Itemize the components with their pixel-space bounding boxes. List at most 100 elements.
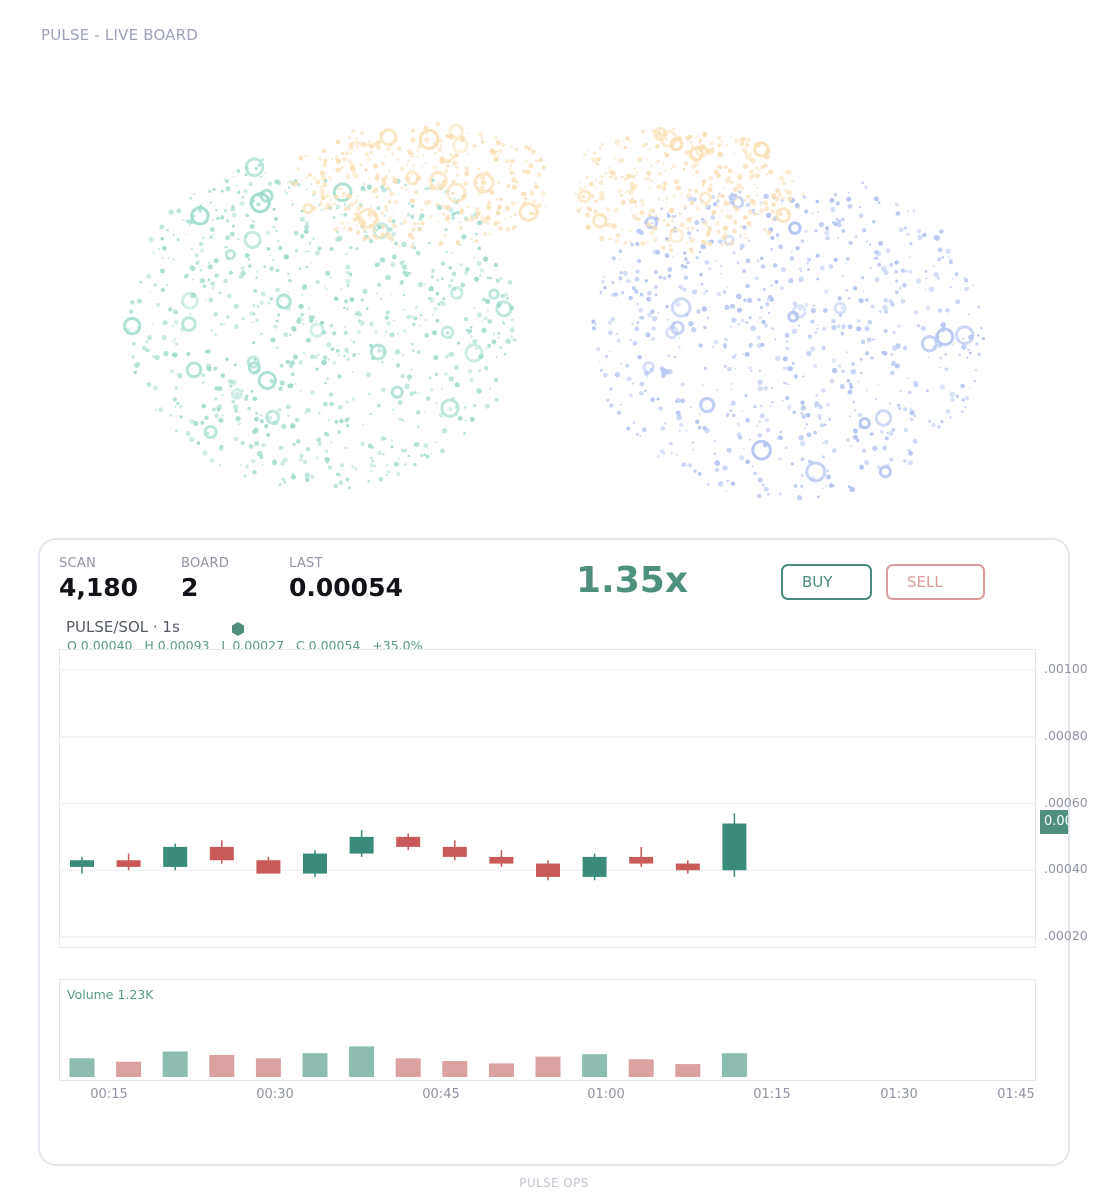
bubble [269, 254, 272, 257]
bubble [584, 212, 590, 218]
buy-button[interactable]: BUY [781, 564, 872, 600]
bubble [739, 233, 743, 237]
bubble [726, 412, 730, 416]
volume-chart[interactable]: Volume 1.23K [59, 979, 1036, 1081]
bubble [823, 423, 827, 426]
bubble [486, 205, 492, 210]
bubble [683, 204, 687, 208]
candle-body [349, 836, 374, 854]
bubble [499, 346, 502, 349]
bubble [186, 351, 191, 357]
bubble [890, 362, 895, 367]
bubble [322, 162, 327, 168]
volume-bar [395, 1058, 421, 1077]
bubble [394, 349, 401, 355]
bubble [945, 248, 951, 255]
bubble [243, 189, 248, 194]
bubble-ring [688, 146, 704, 162]
bubble [909, 242, 913, 246]
bubble [349, 202, 355, 207]
bubble [399, 260, 404, 266]
bubble [675, 185, 681, 191]
bubble [251, 321, 254, 324]
bubble [489, 148, 495, 154]
bubble [474, 239, 479, 243]
bubble [807, 257, 812, 262]
bubble [580, 206, 583, 209]
x-tick-label: 00:45 [422, 1087, 460, 1102]
bubble [885, 248, 891, 254]
bubble [825, 226, 829, 230]
bubble [149, 290, 152, 293]
bubble [820, 265, 825, 271]
bubble [204, 298, 207, 301]
bubble [496, 220, 501, 225]
bubble [326, 204, 330, 208]
bubble-ring [488, 288, 500, 300]
sell-button[interactable]: SELL [886, 564, 985, 600]
bubble [332, 361, 336, 365]
bubble [312, 237, 315, 240]
bubble [675, 410, 681, 416]
bubble [172, 397, 178, 402]
bubble [320, 175, 327, 181]
bubble [749, 225, 752, 227]
bubble [805, 423, 808, 426]
bubble [912, 209, 916, 213]
bubble [410, 315, 414, 319]
stat-scan: SCAN 4,180 [59, 556, 138, 602]
bubble [206, 366, 212, 372]
bubble [698, 250, 702, 254]
bubble [189, 312, 192, 315]
bubble-ring [440, 325, 455, 340]
bubble [219, 291, 222, 295]
bubble [714, 467, 720, 472]
bubble [613, 176, 618, 181]
bubble [590, 193, 595, 199]
bubble [906, 232, 910, 236]
bubble [337, 374, 342, 379]
bubble [525, 160, 528, 163]
bubble [261, 158, 264, 161]
bubble [825, 474, 832, 480]
bubble [723, 337, 728, 342]
bubble [380, 232, 385, 238]
bubble [872, 445, 878, 452]
bubble [415, 250, 421, 256]
bubble [346, 173, 350, 178]
bubble [841, 274, 844, 277]
bubble [346, 357, 350, 361]
bubble [944, 367, 949, 372]
bubble [736, 307, 743, 313]
bubble [439, 156, 445, 161]
bubble [751, 199, 754, 202]
bubble [618, 258, 621, 261]
bubble [298, 303, 304, 310]
bubble [851, 362, 856, 367]
bubble [374, 234, 376, 237]
bubble-ring [592, 212, 608, 229]
bubble [715, 172, 722, 179]
bubble [383, 437, 387, 441]
bubble [720, 193, 725, 199]
bubble [299, 453, 304, 458]
bubble [503, 352, 507, 356]
bubble [928, 419, 932, 424]
bubble [594, 178, 597, 182]
bubble [396, 472, 401, 476]
bubble [218, 417, 224, 423]
bubble [458, 220, 462, 224]
bubble [621, 228, 623, 231]
bubble [835, 218, 839, 222]
token-bubble-clusters[interactable] [0, 110, 1108, 510]
bubble [346, 417, 350, 421]
bubble [831, 358, 837, 363]
bubble [225, 186, 231, 192]
bubble-ring [787, 310, 800, 323]
bubble [890, 352, 894, 356]
bubble [806, 432, 812, 438]
price-chart[interactable] [59, 649, 1036, 948]
bubble [407, 454, 410, 457]
bubble [690, 215, 694, 219]
bubble [412, 462, 417, 467]
